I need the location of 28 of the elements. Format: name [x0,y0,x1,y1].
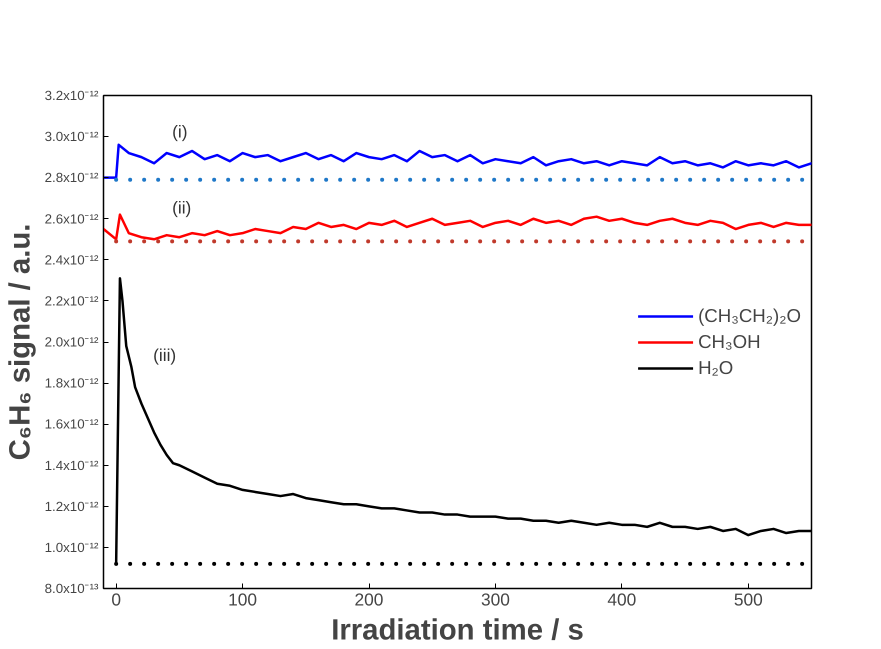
legend-label: CH₃OH [698,330,761,352]
annotation: (ii) [172,197,192,218]
y-tick-label: 1.6x10⁻¹² [44,416,100,432]
line-series [104,144,812,179]
x-tick-label: 400 [607,590,636,610]
x-tick-label: 300 [480,590,510,610]
x-axis-title: Irradiation time / s [331,614,584,646]
y-tick-label: 2.0x10⁻¹² [44,334,100,350]
y-tick-label: 8.0x10⁻¹³ [44,581,100,596]
annotation: (iii) [153,345,176,366]
x-tick-label: 0 [111,590,121,610]
y-tick-label: 2.4x10⁻¹² [44,252,100,268]
annotation: (i) [172,121,188,142]
y-tick-label: 3.2x10⁻¹² [44,88,100,103]
y-tick-label: 2.8x10⁻¹² [44,170,100,186]
y-tick-label: 1.0x10⁻¹² [44,540,100,555]
x-tick-label: 500 [734,590,763,610]
x-tick-label: 200 [354,590,384,610]
y-tick-label: 1.2x10⁻¹² [44,498,100,514]
y-tick-label: 1.8x10⁻¹² [44,376,100,391]
y-tick-label: 2.6x10⁻¹² [44,211,100,226]
x-tick-label: 100 [228,590,258,610]
y-tick-label: 2.2x10⁻¹² [44,293,100,308]
legend-label: (CH₃CH₂)₂O [698,304,801,326]
legend-label: H₂O [698,356,734,378]
y-tick-label: 1.4x10⁻¹² [44,458,100,473]
y-tick-label: 3.0x10⁻¹² [44,129,100,144]
y-axis-title: C₆H₆ signal / a.u. [4,224,37,460]
